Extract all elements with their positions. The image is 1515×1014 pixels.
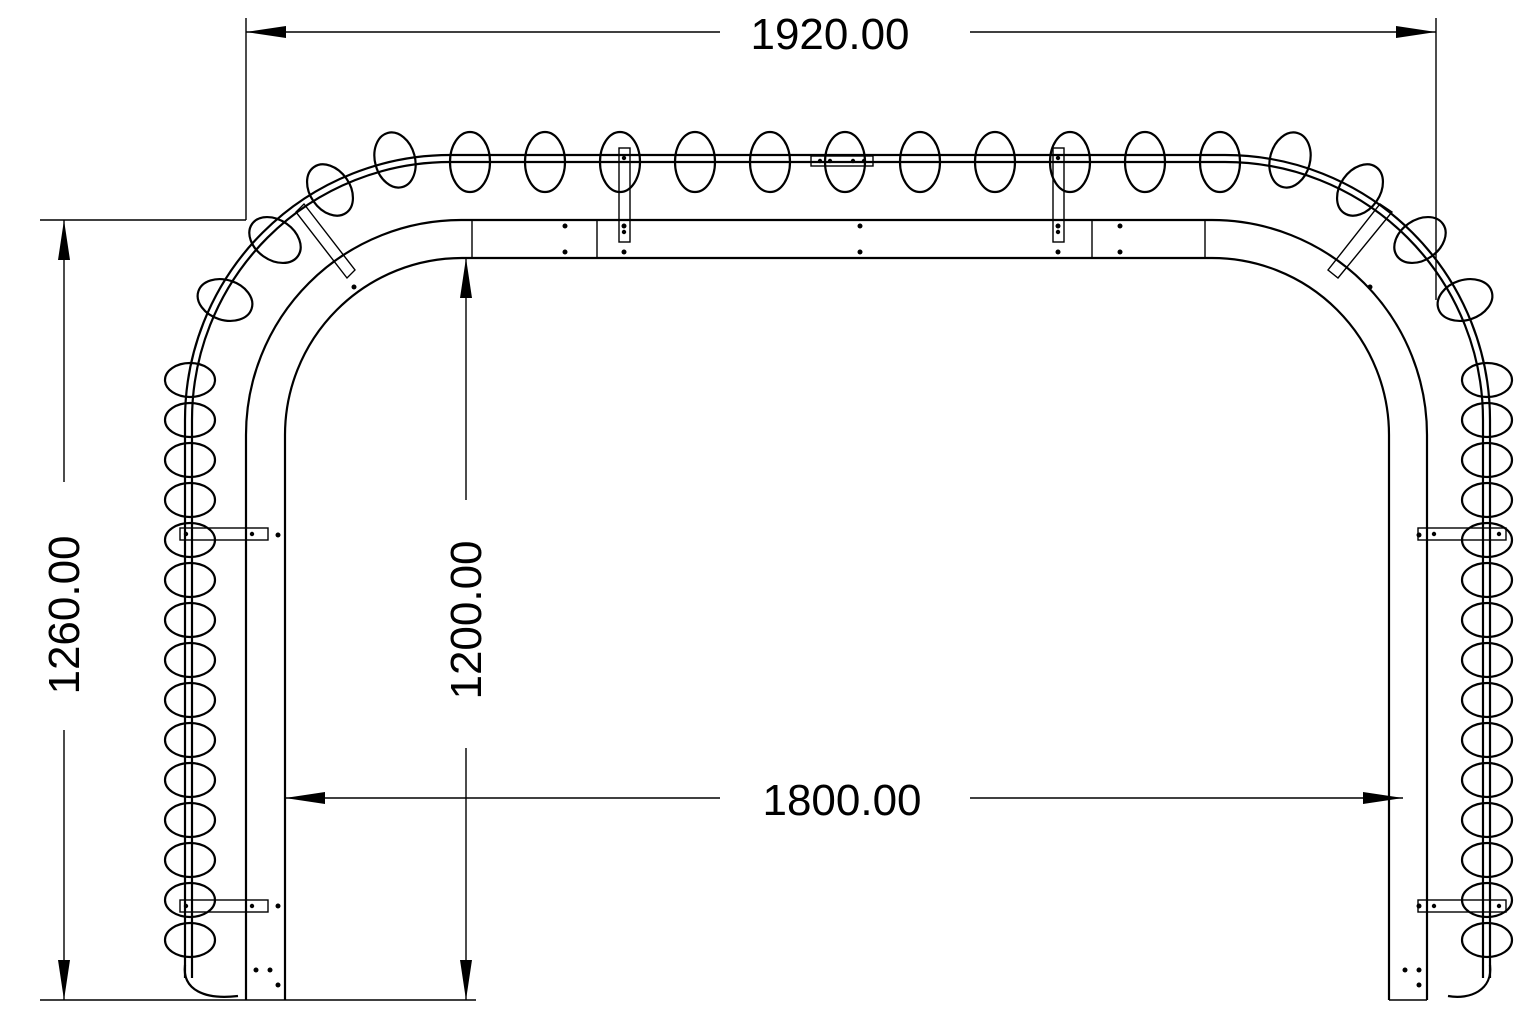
dimension-overall-width: 1920.00	[245, 10, 1437, 300]
rail-loop	[163, 601, 217, 639]
rail-loop	[163, 401, 217, 439]
rail-loops	[163, 130, 1514, 959]
dimension-overall-height: 1260.00	[40, 219, 246, 1001]
rail-loop	[163, 801, 217, 839]
rail-loop	[748, 130, 792, 194]
rail-loop	[163, 681, 217, 719]
bracket-side-left	[179, 527, 269, 541]
rail-loop	[163, 761, 217, 799]
rail-loop	[1460, 441, 1514, 479]
rail-loop	[1436, 278, 1494, 322]
rail-loop	[163, 481, 217, 519]
rail-loop	[1460, 601, 1514, 639]
rail-loop	[898, 130, 942, 194]
rail-loop	[163, 361, 217, 399]
rail-loop	[1460, 841, 1514, 879]
rail-loop	[1335, 163, 1385, 217]
dim-label-1200: 1200.00	[442, 540, 491, 699]
rail-loop	[163, 641, 217, 679]
rail-loop	[1460, 681, 1514, 719]
dimension-inner-width: 1800.00	[285, 776, 1403, 825]
rail-loop	[1460, 401, 1514, 439]
frame-outer-outline	[244, 218, 1429, 1000]
dim-label-1920: 1920.00	[750, 10, 909, 59]
rail-loop	[1460, 641, 1514, 679]
rail-loop	[248, 215, 302, 265]
bracket-top	[618, 147, 631, 243]
rail-loop	[163, 561, 217, 599]
dim-label-1800: 1800.00	[762, 776, 921, 825]
dim-label-1260: 1260.00	[40, 535, 89, 694]
arch-frame	[244, 218, 1429, 1001]
rail-loop	[1460, 361, 1514, 399]
rail-left-hook	[183, 964, 239, 998]
rail-loop	[523, 130, 567, 194]
brackets	[179, 147, 1507, 913]
rail-loop	[305, 163, 355, 217]
rail-loop	[163, 841, 217, 879]
rail-loop	[1393, 215, 1447, 265]
rail-loop	[1268, 131, 1312, 189]
rail-loop	[1460, 801, 1514, 839]
bracket-top	[1052, 147, 1065, 243]
rail-inner-tube	[190, 160, 1485, 978]
rail-loop	[1460, 761, 1514, 799]
rail-loop	[196, 278, 254, 322]
rail-loop	[1460, 561, 1514, 599]
rail-loop	[598, 130, 642, 194]
rail-loop	[1460, 481, 1514, 519]
rail-loop	[163, 921, 217, 959]
bracket-corner-left	[295, 202, 356, 280]
bracket-corner-right	[1327, 203, 1394, 279]
frame-inner-outline	[283, 256, 1391, 1000]
bracket-side-left	[179, 899, 269, 913]
splice-plate	[810, 155, 874, 167]
rail-loop	[1123, 130, 1167, 194]
bracket-side-right	[1417, 527, 1507, 541]
bracket-side-right	[1417, 899, 1507, 913]
dimension-inner-height: 1200.00	[285, 258, 491, 1001]
rail-loop	[673, 130, 717, 194]
rail-loop	[163, 441, 217, 479]
rail-loop	[448, 130, 492, 194]
rail-loop	[1460, 721, 1514, 759]
rail-loop	[373, 131, 417, 189]
rail	[183, 153, 1492, 998]
rail-loop	[973, 130, 1017, 194]
rail-right-hook	[1447, 964, 1492, 998]
frame-bolts	[253, 223, 1422, 988]
rail-loop	[1048, 130, 1092, 194]
rail-loop	[1460, 921, 1514, 959]
rail-loop	[1198, 130, 1242, 194]
rail-outer-tube	[183, 153, 1492, 978]
rail-loop	[163, 721, 217, 759]
